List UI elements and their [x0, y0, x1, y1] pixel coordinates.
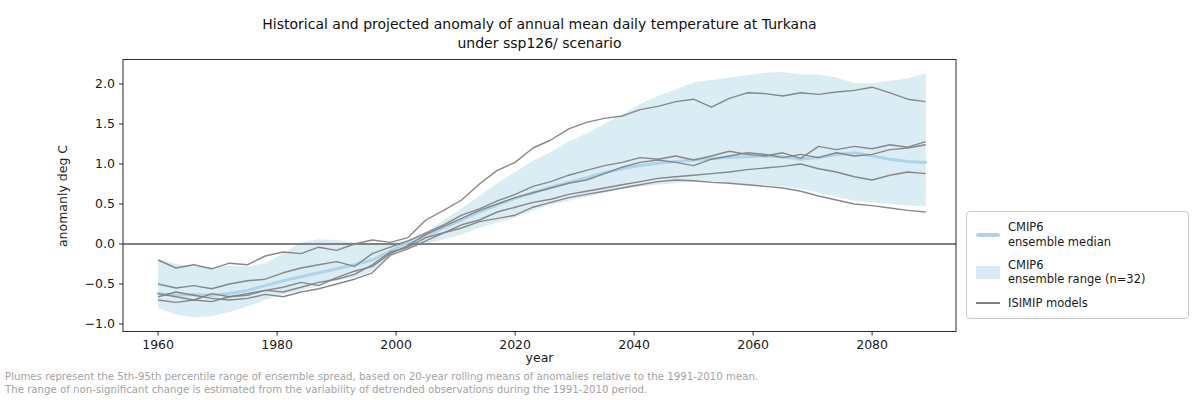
legend-box: CMIP6 ensemble median CMIP6 ensemble ran…: [966, 211, 1189, 319]
legend-entry-isimip: ISIMIP models: [976, 296, 1179, 311]
cmip6-ensemble-range-area: [158, 72, 926, 318]
y-tick-label: −1.0: [85, 316, 115, 331]
legend-label: ISIMIP models: [1008, 296, 1088, 311]
y-tick-label: −0.5: [85, 276, 115, 291]
y-tick-label: 0.0: [95, 236, 115, 251]
y-tick-label: 1.0: [95, 156, 115, 171]
x-axis-label: year: [123, 350, 956, 365]
footnote: Plumes represent the 5th-95th percentile…: [5, 371, 758, 397]
legend-swatch-column: [976, 233, 1008, 237]
footnote-line-2: The range of non-significant change is e…: [5, 384, 758, 397]
legend-entry-cmip6-median: CMIP6 ensemble median: [976, 220, 1179, 249]
plot-area: 1960198020002020204020602080−1.0−0.50.00…: [0, 0, 1200, 400]
legend-label: CMIP6 ensemble median: [1008, 220, 1111, 249]
y-tick-label: 1.5: [95, 116, 115, 131]
isimip-line-swatch: [976, 302, 1000, 304]
figure-root: Historical and projected anomaly of annu…: [0, 0, 1200, 400]
legend-swatch-column: [976, 266, 1008, 279]
legend-swatch-column: [976, 302, 1008, 304]
legend-entry-cmip6-range: CMIP6 ensemble range (n=32): [976, 258, 1179, 287]
cmip6-median-line-swatch: [976, 233, 1000, 237]
y-tick-label: 0.5: [95, 196, 115, 211]
y-tick-label: 2.0: [95, 76, 115, 91]
cmip6-range-patch-swatch: [976, 266, 1000, 279]
legend-label: CMIP6 ensemble range (n=32): [1008, 258, 1145, 287]
footnote-line-1: Plumes represent the 5th-95th percentile…: [5, 371, 758, 384]
